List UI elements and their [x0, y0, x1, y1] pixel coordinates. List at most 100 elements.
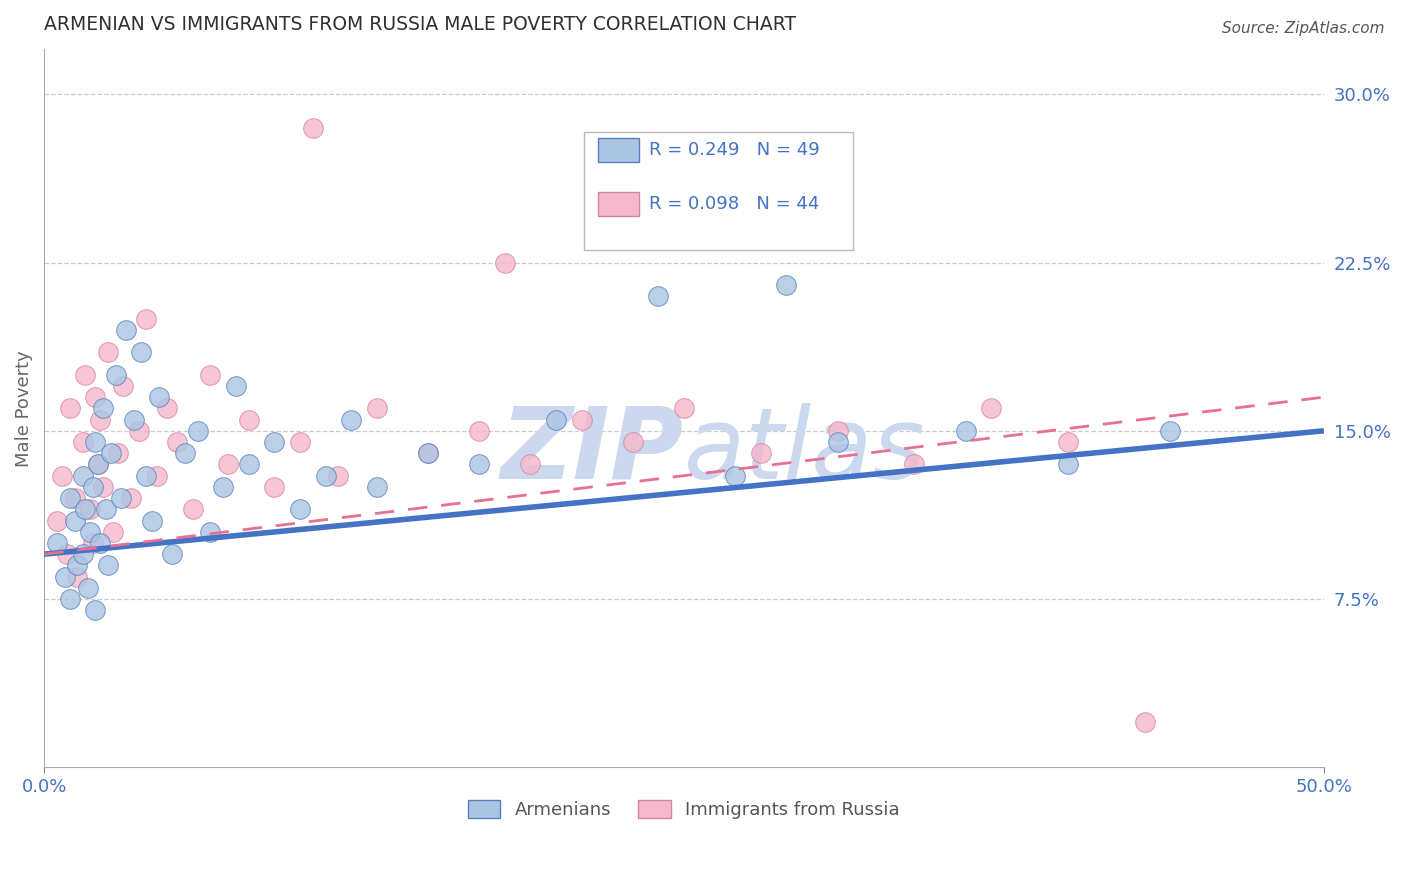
Point: [82, 536, 104, 550]
Point: [980, 401, 1002, 416]
Point: [1159, 424, 1181, 438]
Point: [120, 491, 142, 505]
Text: ARMENIAN VS IMMIGRANTS FROM RUSSIA MALE POVERTY CORRELATION CHART: ARMENIAN VS IMMIGRANTS FROM RUSSIA MALE …: [44, 15, 796, 34]
Point: [173, 446, 195, 460]
Point: [212, 480, 235, 494]
Point: [1133, 715, 1156, 730]
Point: [91, 480, 114, 494]
Point: [66, 569, 89, 583]
Point: [135, 311, 157, 326]
Point: [103, 524, 125, 539]
Point: [104, 368, 127, 382]
Point: [181, 502, 204, 516]
Point: [97, 558, 120, 573]
Point: [775, 277, 797, 292]
Point: [45, 514, 67, 528]
Point: [59, 491, 82, 505]
Point: [79, 502, 101, 516]
Y-axis label: Male Poverty: Male Poverty: [15, 350, 32, 467]
Point: [45, 536, 67, 550]
Point: [519, 458, 541, 472]
Point: [97, 345, 120, 359]
Point: [200, 524, 222, 539]
Point: [128, 424, 150, 438]
Point: [416, 446, 439, 460]
Point: [91, 401, 114, 416]
FancyBboxPatch shape: [599, 137, 640, 162]
Point: [59, 592, 82, 607]
Point: [827, 435, 849, 450]
Point: [110, 491, 132, 505]
Point: [166, 435, 188, 450]
Point: [647, 154, 669, 169]
Point: [56, 547, 79, 561]
Text: R = 0.249   N = 49: R = 0.249 N = 49: [650, 141, 820, 159]
Point: [160, 547, 183, 561]
Point: [288, 502, 311, 516]
Point: [647, 289, 669, 303]
Point: [84, 435, 107, 450]
Point: [84, 390, 107, 404]
Point: [63, 491, 86, 505]
Point: [672, 401, 695, 416]
Point: [148, 390, 170, 404]
Point: [468, 458, 491, 472]
FancyBboxPatch shape: [583, 132, 853, 251]
Point: [87, 458, 110, 472]
Point: [468, 424, 491, 438]
Point: [122, 412, 145, 426]
Point: [1057, 435, 1080, 450]
Point: [749, 446, 772, 460]
Point: [51, 468, 73, 483]
Point: [416, 446, 439, 460]
Point: [72, 547, 94, 561]
Point: [340, 412, 363, 426]
Point: [544, 412, 567, 426]
Point: [302, 120, 325, 135]
Point: [100, 446, 122, 460]
Point: [63, 514, 86, 528]
Text: ZIP: ZIP: [501, 403, 683, 500]
Point: [72, 468, 94, 483]
FancyBboxPatch shape: [599, 192, 640, 216]
Point: [87, 458, 110, 472]
Point: [1057, 458, 1080, 472]
Point: [263, 480, 285, 494]
Point: [903, 458, 925, 472]
Point: [76, 581, 98, 595]
Point: [156, 401, 179, 416]
Point: [79, 524, 101, 539]
Point: [89, 536, 111, 550]
Point: [72, 435, 94, 450]
Point: [238, 412, 260, 426]
Point: [89, 412, 111, 426]
Point: [238, 458, 260, 472]
Legend: Armenians, Immigrants from Russia: Armenians, Immigrants from Russia: [461, 793, 907, 826]
Point: [107, 446, 129, 460]
Point: [75, 368, 97, 382]
Point: [94, 502, 117, 516]
Point: [366, 480, 388, 494]
Point: [75, 502, 97, 516]
Point: [131, 345, 153, 359]
Point: [263, 435, 285, 450]
Point: [621, 435, 644, 450]
Point: [827, 424, 849, 438]
Point: [112, 379, 135, 393]
Point: [288, 435, 311, 450]
Point: [217, 458, 239, 472]
Point: [53, 569, 76, 583]
Point: [187, 424, 209, 438]
Point: [84, 603, 107, 617]
Point: [145, 468, 167, 483]
Point: [315, 468, 337, 483]
Point: [494, 255, 516, 269]
Point: [724, 468, 747, 483]
Point: [571, 412, 593, 426]
Point: [59, 401, 82, 416]
Point: [955, 424, 977, 438]
Point: [328, 468, 350, 483]
Text: R = 0.098   N = 44: R = 0.098 N = 44: [650, 194, 820, 213]
Point: [115, 323, 138, 337]
Point: [82, 480, 104, 494]
